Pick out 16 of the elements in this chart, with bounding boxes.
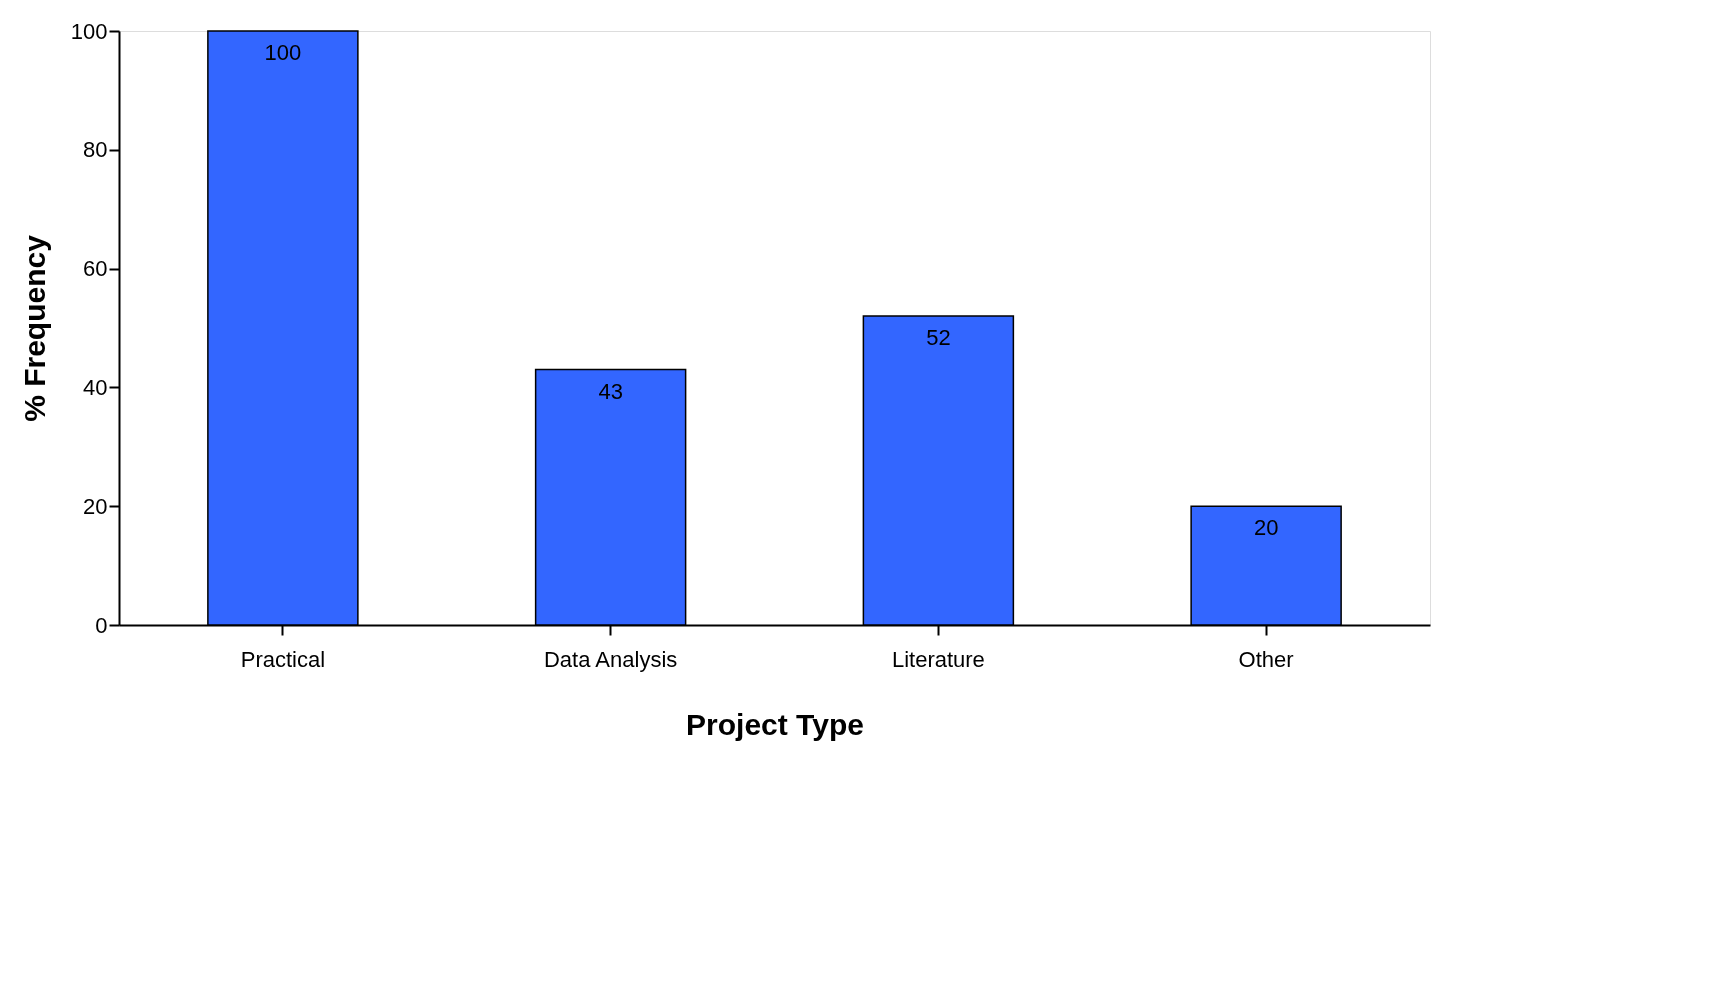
- y-tick-label: 20: [83, 493, 108, 519]
- data-label: 100: [264, 40, 302, 65]
- x-tick-label: Data Analysis: [543, 646, 678, 672]
- data-label: 20: [1253, 515, 1279, 541]
- x-axis-title: Project Type: [686, 707, 864, 741]
- y-tick-label: 60: [83, 256, 108, 282]
- data-label: 43: [598, 378, 623, 404]
- y-tick-label: 80: [83, 137, 108, 163]
- y-tick-label: 0: [95, 612, 108, 638]
- y-axis-title: % Frequency: [17, 234, 51, 422]
- x-tick-label: Literature: [891, 646, 985, 672]
- y-tick-label: 40: [83, 374, 108, 400]
- data-label: 52: [926, 325, 951, 351]
- y-tick-label: 100: [70, 18, 108, 44]
- x-tick-label: Practical: [240, 646, 326, 672]
- x-tick-label: Other: [1238, 646, 1294, 672]
